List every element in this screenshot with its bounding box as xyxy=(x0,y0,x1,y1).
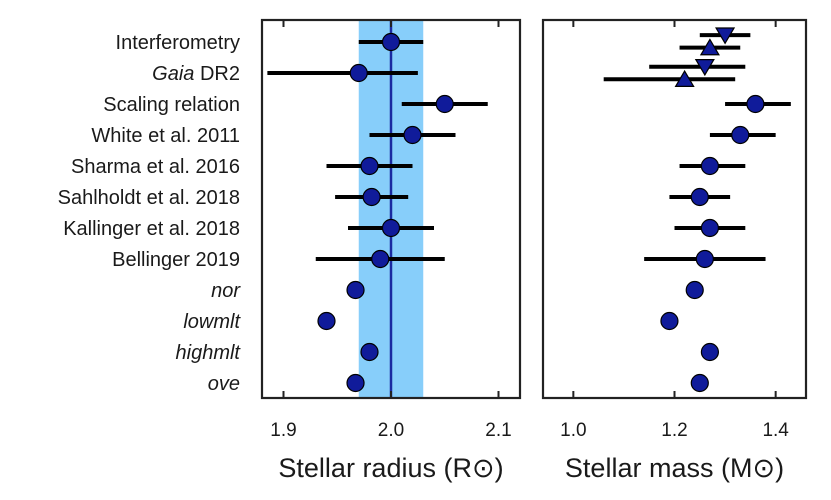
data-point xyxy=(317,311,336,331)
row-label: Scaling relation xyxy=(103,94,240,116)
data-point xyxy=(685,280,704,300)
row-label-text: Sahlholdt et al. 2018 xyxy=(58,187,240,209)
data-point xyxy=(435,94,454,114)
data-point xyxy=(660,311,679,331)
data-point-triangle-up xyxy=(699,38,720,56)
data-point xyxy=(700,218,720,238)
data-point xyxy=(346,280,365,300)
row-label: ove xyxy=(208,373,240,395)
tick-label: 1.4 xyxy=(762,420,789,441)
row-labels: Interferometry Gaia DR2 Scaling relation Wh… xyxy=(58,32,242,395)
row-label: Interferometry xyxy=(116,32,240,54)
row-label: White et al. 2011 xyxy=(91,125,240,147)
data-point xyxy=(360,342,379,362)
data-point xyxy=(349,63,368,83)
data-point xyxy=(695,249,714,269)
row-label-italic: Gaia xyxy=(152,63,194,85)
row-label: Gaia DR2 xyxy=(152,63,240,85)
row-label-text: Bellinger 2019 xyxy=(112,249,240,271)
row-label: Bellinger 2019 xyxy=(112,249,240,271)
row-label-text: White et al. 2011 xyxy=(91,125,240,147)
x-axis-label: Stellar mass (M⊙) xyxy=(565,453,784,483)
row-label-italic: lowmlt xyxy=(183,311,241,333)
data-point xyxy=(690,187,709,207)
row-label-italic: ove xyxy=(208,373,240,395)
data-point xyxy=(731,125,750,145)
row-label-text: Kallinger et al. 2018 xyxy=(63,218,240,240)
data-point xyxy=(690,373,709,393)
row-label-text: Sharma et al. 2016 xyxy=(71,156,240,178)
mass-panel: 1.0 1.2 1.4 Stellar mass (M⊙) xyxy=(541,18,808,483)
row-label-text: Interferometry xyxy=(116,32,240,54)
data-point xyxy=(403,125,422,145)
tick-label: 2.1 xyxy=(485,420,511,441)
data-point xyxy=(360,156,379,176)
data-point-triangle-down xyxy=(694,58,715,77)
data-point xyxy=(746,94,765,114)
data-point-triangle-down xyxy=(715,27,736,45)
x-axis-label: Stellar radius (R⊙) xyxy=(278,453,503,483)
data-point xyxy=(381,218,401,238)
axes-frame xyxy=(541,18,808,400)
row-label: Sahlholdt et al. 2018 xyxy=(58,187,240,209)
row-label: highmlt xyxy=(176,342,242,364)
row-label: Sharma et al. 2016 xyxy=(71,156,240,178)
data-point xyxy=(700,342,720,362)
tick-label: 2.0 xyxy=(378,420,404,441)
data-point xyxy=(371,249,390,269)
data-point-triangle-up xyxy=(674,69,695,88)
row-label: lowmlt xyxy=(183,311,241,333)
data-point xyxy=(381,32,401,52)
tick-label: 1.9 xyxy=(270,420,296,441)
row-label-text: DR2 xyxy=(194,63,240,85)
row-label-text: Scaling relation xyxy=(103,94,240,116)
row-label: nor xyxy=(211,280,241,302)
row-label-italic: highmlt xyxy=(176,342,242,364)
data-point xyxy=(700,156,720,176)
row-label-italic: nor xyxy=(211,280,241,302)
data-point xyxy=(346,373,365,393)
row-label: Kallinger et al. 2018 xyxy=(63,218,240,240)
data-point xyxy=(362,187,381,207)
tick-label: 1.2 xyxy=(661,420,687,441)
radius-panel: 1.9 2.0 2.1 Stellar radius (R⊙) xyxy=(260,18,522,483)
tick-label: 1.0 xyxy=(560,420,586,441)
